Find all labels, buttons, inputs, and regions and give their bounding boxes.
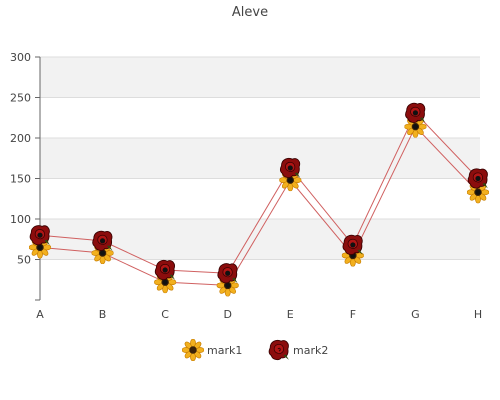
y-tick-label: 200 [10,132,31,145]
y-tick-label: 300 [10,51,31,64]
plot-bands [40,57,480,260]
data-point-center [99,250,106,256]
y-tick-label: 50 [17,254,31,267]
legend-sunflower-icon [182,339,204,361]
y-tick-label: 100 [10,213,31,226]
x-tick-label: H [474,308,482,321]
legend-label-mark1: mark1 [207,344,242,357]
x-tick-label: A [36,308,44,321]
x-tick-label: F [350,308,356,321]
grid-band [40,138,480,179]
data-point-center [287,177,293,183]
data-point-center [412,124,419,130]
series-markers [29,102,489,297]
data-point-center [37,232,43,238]
data-point-center [162,279,168,285]
x-tick-label: B [99,308,107,321]
series-line-mark2 [39,112,479,274]
data-point-center [162,267,168,273]
legend: mark1 mark2 [182,339,328,361]
data-point-center [350,242,356,248]
data-point-center [287,165,293,171]
legend-red-rose-icon [268,339,290,361]
series-line-mark1 [39,125,479,286]
x-tick-label: C [161,308,169,321]
data-point-center [475,175,481,182]
chart-title: Aleve [232,5,268,20]
x-tick-label: G [411,308,420,321]
data-point-center [412,110,419,116]
axes: 50 100 150 200 250 300 A B C D E F G H [10,51,482,321]
data-point-center [475,189,481,195]
data-point-center [225,270,231,276]
x-tick-label: E [287,308,294,321]
grid-band [40,57,480,98]
series-lines [39,112,479,286]
data-point-center [99,238,106,244]
x-tick-label: D [223,308,231,321]
data-point-center [37,244,43,250]
y-tick-label: 250 [10,92,31,105]
data-point-center [225,282,231,289]
legend-label-mark2: mark2 [293,344,328,357]
y-tick-label: 150 [10,173,31,186]
